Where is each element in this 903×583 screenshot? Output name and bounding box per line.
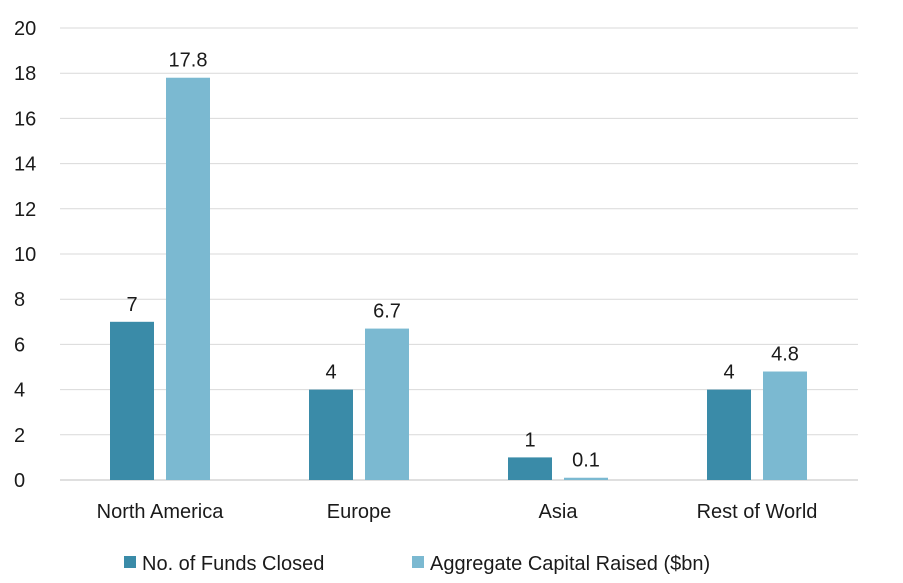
y-tick-label: 4 — [14, 380, 25, 402]
y-tick-label: 0 — [14, 470, 25, 492]
legend-swatch — [124, 556, 136, 568]
data-label: 4.8 — [771, 344, 799, 366]
y-tick-label: 14 — [14, 154, 36, 176]
bar-1-2 — [564, 477, 608, 480]
bar-0-3 — [707, 389, 751, 480]
category-label: Europe — [327, 501, 392, 523]
bar-0-0 — [110, 321, 154, 480]
y-tick-label: 16 — [14, 108, 36, 130]
data-labels: 7 17.8 4 6.7 1 0.1 4 4.8 — [126, 50, 798, 472]
bars — [110, 77, 807, 480]
data-label: 0.1 — [572, 450, 600, 472]
y-axis-ticks: 0 2 4 6 8 10 12 14 16 18 20 — [14, 18, 36, 492]
y-tick-label: 6 — [14, 334, 25, 356]
bar-1-3 — [763, 371, 807, 480]
y-tick-label: 18 — [14, 63, 36, 85]
category-label: North America — [97, 501, 225, 523]
data-label: 6.7 — [373, 301, 401, 323]
legend-swatch — [412, 556, 424, 568]
y-tick-label: 8 — [14, 289, 25, 311]
data-label: 4 — [325, 362, 336, 384]
y-tick-label: 2 — [14, 425, 25, 447]
data-label: 4 — [723, 362, 734, 384]
data-label: 7 — [126, 294, 137, 316]
legend: No. of Funds Closed Aggregate Capital Rai… — [124, 553, 710, 575]
bar-1-1 — [365, 328, 409, 480]
bar-0-2 — [508, 457, 552, 480]
y-tick-label: 20 — [14, 18, 36, 40]
legend-label: No. of Funds Closed — [142, 553, 324, 575]
y-tick-label: 12 — [14, 199, 36, 221]
x-axis-categories: North America Europe Asia Rest of World — [97, 501, 818, 523]
category-label: Asia — [539, 501, 579, 523]
y-tick-label: 10 — [14, 244, 36, 266]
legend-label: Aggregate Capital Raised ($bn) — [430, 553, 710, 575]
bar-1-0 — [166, 77, 210, 480]
bar-0-1 — [309, 389, 353, 480]
category-label: Rest of World — [697, 501, 818, 523]
data-label: 1 — [524, 429, 535, 451]
data-label: 17.8 — [169, 50, 208, 72]
